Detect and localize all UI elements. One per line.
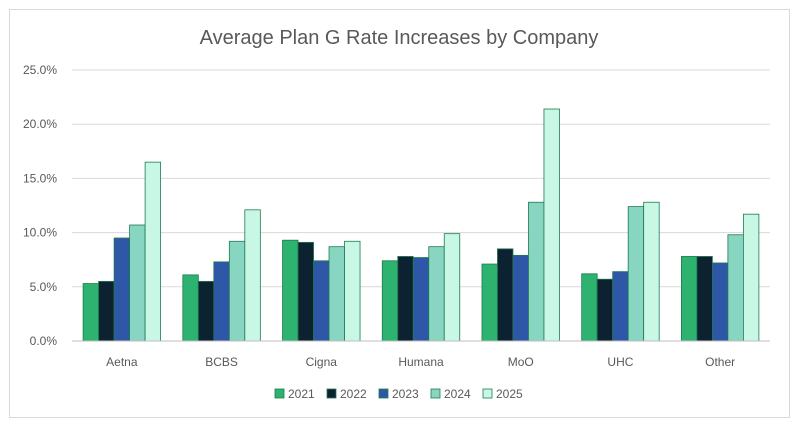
bar <box>144 161 162 342</box>
chart-frame <box>9 9 790 418</box>
bar <box>282 239 299 342</box>
legend-label: 2023 <box>392 387 419 401</box>
x-tick-label: Aetna <box>106 355 138 369</box>
bar <box>742 213 760 342</box>
y-axis-ticks: 0.0% 5.0% 10.0% 15.0% 20.0% 25.0% <box>23 63 57 348</box>
y-tick-label: 25.0% <box>23 63 57 77</box>
bar <box>643 201 660 342</box>
gridlines <box>72 69 770 288</box>
legend-swatch <box>482 388 493 399</box>
x-tick-label: BCBS <box>205 355 238 369</box>
y-tick-label: 15.0% <box>23 171 57 185</box>
bar <box>98 280 115 342</box>
bar <box>497 248 514 342</box>
y-tick-label: 0.0% <box>30 334 58 348</box>
bar <box>297 241 314 342</box>
bar <box>113 237 131 342</box>
bar <box>727 234 744 342</box>
bar <box>213 261 230 342</box>
legend-label: 2021 <box>288 387 315 401</box>
x-tick-label: Cigna <box>306 355 338 369</box>
bar <box>313 260 330 342</box>
bar <box>228 240 246 342</box>
x-tick-label: Other <box>705 355 735 369</box>
bar <box>344 240 361 342</box>
x-axis-ticks: Aetna BCBS Cigna Humana MoO UHC Other <box>106 355 735 369</box>
bar <box>627 206 645 342</box>
legend-label: 2024 <box>444 387 471 401</box>
bar <box>612 271 629 342</box>
x-tick-label: MoO <box>508 355 534 369</box>
bar <box>397 256 414 342</box>
legend-label: 2022 <box>340 387 367 401</box>
y-tick-label: 10.0% <box>23 226 57 240</box>
bar <box>182 274 199 342</box>
bar <box>581 273 598 342</box>
legend-swatch <box>430 388 441 399</box>
bar <box>512 254 529 342</box>
y-tick-label: 20.0% <box>23 117 57 131</box>
bar <box>381 260 399 342</box>
bar <box>543 108 560 342</box>
bar <box>412 257 430 342</box>
bar <box>696 256 713 342</box>
bar <box>428 246 445 342</box>
legend-swatch <box>378 388 389 399</box>
bar <box>129 224 146 342</box>
bar <box>596 278 614 342</box>
x-tick-label: UHC <box>607 355 633 369</box>
bar <box>481 263 498 342</box>
bars <box>82 108 760 342</box>
bar <box>680 256 698 342</box>
legend-swatch <box>274 388 285 399</box>
legend-swatch <box>326 388 337 399</box>
bar <box>82 283 100 342</box>
chart-title: Average Plan G Rate Increases by Company <box>200 27 599 49</box>
bar <box>197 280 215 342</box>
y-tick-label: 5.0% <box>30 280 58 294</box>
x-tick-label: Humana <box>398 355 444 369</box>
bar <box>443 233 461 342</box>
legend-label: 2025 <box>496 387 523 401</box>
bar <box>328 246 345 342</box>
bar <box>711 262 729 342</box>
bar <box>528 201 545 342</box>
bar <box>244 209 261 342</box>
legend: 2021 2022 2023 2024 2025 <box>274 387 523 401</box>
